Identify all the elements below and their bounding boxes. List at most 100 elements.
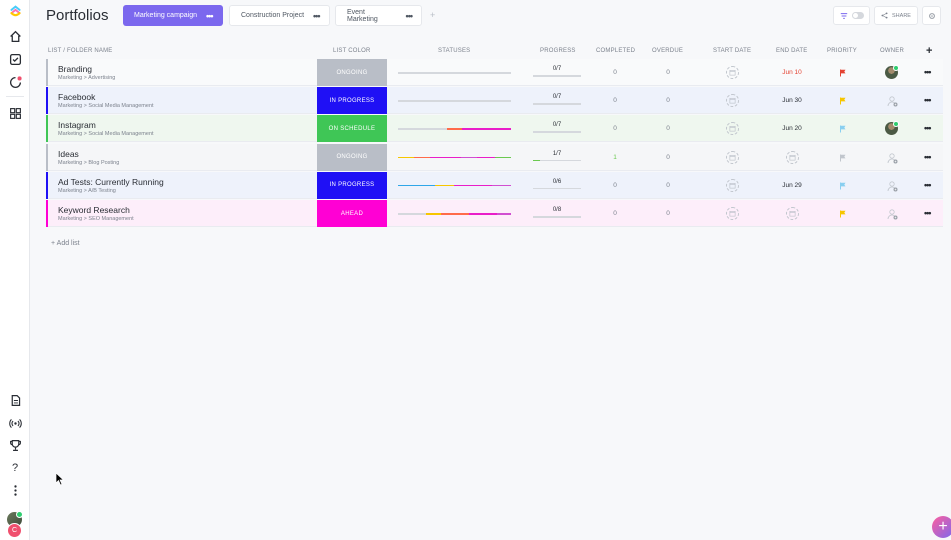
list-color-status[interactable]: ONGOING: [317, 59, 387, 86]
row-more-icon[interactable]: •••: [924, 67, 932, 77]
row-more-icon[interactable]: •••: [924, 95, 932, 106]
end-date[interactable]: Jun 30: [782, 97, 802, 105]
tab-menu-icon[interactable]: •••: [206, 10, 214, 21]
end-date[interactable]: Jun 29: [782, 181, 802, 189]
col-header-start-date[interactable]: START DATE: [713, 48, 752, 54]
start-date-picker[interactable]: [726, 150, 739, 164]
assign-owner-icon[interactable]: [886, 152, 898, 164]
tab-marketing-campaign[interactable]: Marketing campaign •••: [123, 5, 223, 26]
calendar-icon: [729, 182, 736, 189]
col-header-color[interactable]: LIST COLOR: [333, 48, 371, 54]
table-row[interactable]: Keyword Research Marketing > SEO Manageme…: [46, 200, 943, 227]
list-name[interactable]: Keyword Research: [58, 205, 130, 215]
row-more-icon[interactable]: •••: [924, 179, 932, 190]
start-date-picker[interactable]: [726, 94, 739, 108]
row-more-icon[interactable]: •••: [924, 208, 932, 218]
trophy-icon[interactable]: [7, 437, 23, 453]
priority-flag-icon[interactable]: [839, 97, 847, 105]
start-date-picker[interactable]: [726, 178, 739, 192]
calendar-icon: [729, 98, 736, 104]
end-date-picker[interactable]: [786, 207, 799, 220]
col-header-end-date[interactable]: END DATE: [776, 48, 808, 54]
tab-construction-project[interactable]: Construction Project •••: [229, 5, 330, 26]
owner-avatar[interactable]: [885, 121, 899, 136]
list-name[interactable]: Branding: [58, 64, 93, 74]
add-list-button[interactable]: + Add list: [51, 240, 80, 247]
help-icon[interactable]: ?: [11, 462, 19, 474]
add-tab-button[interactable]: +: [430, 10, 436, 20]
owner-avatar[interactable]: [885, 65, 899, 79]
col-header-name[interactable]: LIST / FOLDER NAME: [48, 48, 113, 54]
tab-label: Marketing campaign: [134, 12, 198, 19]
col-header-overdue[interactable]: OVERDUE: [652, 48, 684, 54]
table-row[interactable]: Ad Tests: Currently Running Marketing > A…: [46, 171, 943, 199]
workspace-avatar[interactable]: C: [7, 523, 22, 538]
list-color-status[interactable]: AHEAD: [317, 200, 387, 227]
end-date-picker[interactable]: [786, 150, 799, 164]
docs-icon[interactable]: [7, 392, 23, 408]
status-segment: [497, 213, 511, 215]
add-column-button[interactable]: +: [926, 45, 933, 57]
list-color-status[interactable]: IN PROGRESS: [317, 87, 387, 115]
list-color-status[interactable]: IN PROGRESS: [317, 171, 387, 199]
status-segment: [461, 156, 478, 159]
priority-flag-icon[interactable]: [839, 182, 847, 190]
priority-flag-icon[interactable]: [839, 69, 847, 77]
apps-grid-icon[interactable]: [7, 105, 23, 121]
col-header-statuses[interactable]: STATUSES: [438, 48, 471, 54]
share-button[interactable]: SHARE: [874, 6, 918, 25]
assign-owner-icon[interactable]: [886, 180, 898, 192]
list-color-status[interactable]: ONGOING: [317, 143, 387, 171]
status-segment: [469, 213, 498, 215]
tab-menu-icon[interactable]: •••: [405, 10, 414, 21]
row-more-icon[interactable]: •••: [924, 123, 932, 134]
row-more-icon[interactable]: •••: [924, 151, 932, 162]
priority-flag-icon[interactable]: [839, 210, 847, 218]
status-segment: [429, 156, 446, 159]
clickup-logo-icon[interactable]: [7, 3, 23, 19]
workspace-avatar-letter: C: [11, 527, 18, 534]
settings-button[interactable]: [922, 6, 941, 25]
col-header-priority[interactable]: PRIORITY: [827, 48, 857, 54]
list-name[interactable]: Instagram: [58, 120, 96, 131]
notifications-icon[interactable]: [7, 74, 23, 90]
filter-icon: [840, 12, 847, 19]
list-name[interactable]: Ideas: [58, 148, 79, 159]
start-date-picker[interactable]: [726, 207, 739, 220]
col-header-completed[interactable]: COMPLETED: [596, 48, 636, 54]
list-name[interactable]: Facebook: [58, 92, 96, 103]
checkbox-icon[interactable]: [7, 51, 23, 67]
broadcast-icon[interactable]: [7, 415, 23, 431]
home-icon[interactable]: [7, 28, 23, 44]
status-segment: [398, 128, 447, 130]
priority-flag-icon[interactable]: [839, 154, 847, 162]
assign-owner-icon[interactable]: [886, 208, 898, 220]
tab-event-marketing[interactable]: Event Marketing •••: [335, 5, 422, 26]
priority-flag-icon[interactable]: [839, 125, 847, 133]
quick-add-button[interactable]: +: [932, 516, 951, 538]
more-vertical-icon[interactable]: [7, 482, 23, 498]
status-segment: [426, 213, 441, 215]
list-path: Marketing > Social Media Management: [58, 103, 154, 110]
table-row[interactable]: Ideas Marketing > Blog Posting ONGOING 1/7 1…: [46, 143, 943, 171]
col-header-progress[interactable]: PROGRESS: [540, 48, 576, 54]
list-path: Marketing > Advertising: [58, 75, 116, 81]
end-date[interactable]: Jun 10: [782, 69, 802, 76]
end-date[interactable]: Jun 20: [782, 125, 802, 133]
table-row[interactable]: Instagram Marketing > Social Media Manage…: [46, 115, 943, 143]
table-row[interactable]: Facebook Marketing > Social Media Managem…: [46, 87, 943, 115]
table-row[interactable]: Branding Marketing > Advertising ONGOING 0/…: [46, 59, 943, 86]
list-path: Marketing > Blog Posting: [58, 159, 120, 166]
view-toggle-button[interactable]: [833, 6, 870, 25]
start-date-picker[interactable]: [726, 66, 739, 79]
toggle-switch[interactable]: [851, 12, 864, 19]
list-color-status[interactable]: ON SCHEDULE: [317, 115, 387, 143]
progress-label: 0/7: [552, 122, 562, 129]
list-name[interactable]: Ad Tests: Currently Running: [58, 176, 164, 187]
assign-owner-icon[interactable]: [886, 95, 898, 107]
statuses-bar: [398, 213, 511, 215]
start-date-picker[interactable]: [726, 122, 739, 136]
status-segment: [398, 184, 436, 187]
col-header-owner[interactable]: OWNER: [880, 48, 904, 54]
tab-menu-icon[interactable]: •••: [313, 10, 321, 21]
